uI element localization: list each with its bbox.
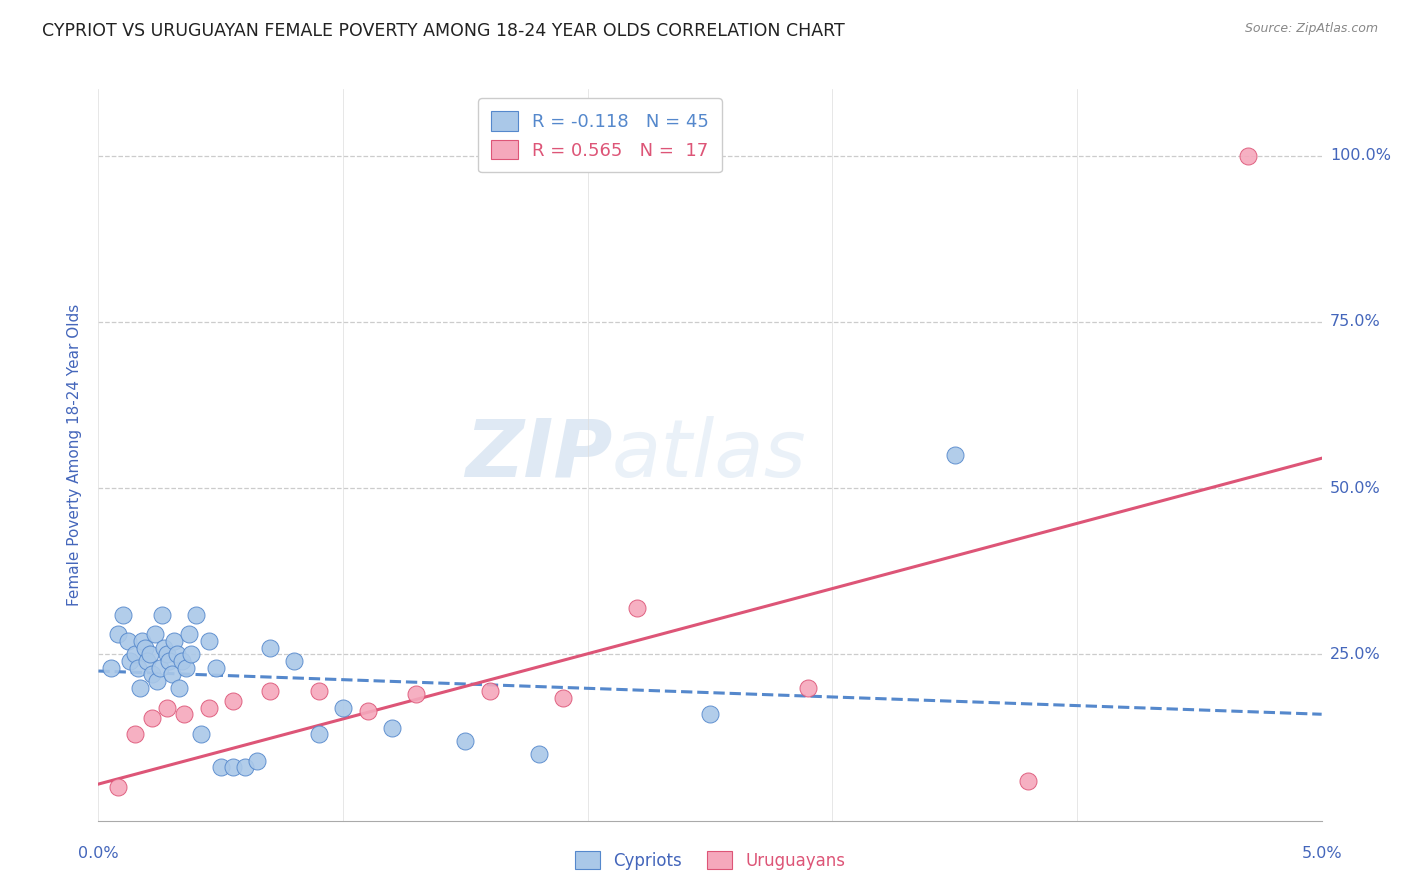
Point: [170, 654, 193, 668]
Text: ZIP: ZIP: [465, 416, 612, 494]
Point: [308, 727, 330, 741]
Text: 100.0%: 100.0%: [1330, 148, 1391, 163]
Point: [553, 690, 575, 705]
Point: [117, 634, 139, 648]
Point: [1237, 149, 1260, 163]
Point: [176, 661, 198, 675]
Text: 50.0%: 50.0%: [1330, 481, 1381, 496]
Point: [197, 700, 219, 714]
Point: [139, 648, 162, 662]
Point: [527, 747, 550, 761]
Point: [100, 661, 122, 675]
Point: [167, 681, 190, 695]
Point: [626, 600, 648, 615]
Point: [233, 760, 256, 774]
Point: [141, 710, 163, 724]
Point: [124, 727, 146, 741]
Point: [1017, 773, 1039, 788]
Text: 75.0%: 75.0%: [1330, 315, 1381, 329]
Point: [129, 681, 152, 695]
Point: [143, 627, 166, 641]
Point: [156, 648, 179, 662]
Point: [356, 704, 378, 718]
Point: [699, 707, 721, 722]
Point: [107, 627, 129, 641]
Point: [478, 684, 501, 698]
Point: [209, 760, 232, 774]
Point: [246, 754, 269, 768]
Text: 5.0%: 5.0%: [1302, 846, 1341, 861]
Point: [127, 661, 149, 675]
Point: [149, 661, 172, 675]
Point: [222, 760, 245, 774]
Point: [136, 654, 159, 668]
Point: [190, 727, 212, 741]
Text: Source: ZipAtlas.com: Source: ZipAtlas.com: [1244, 22, 1378, 36]
Text: atlas: atlas: [612, 416, 807, 494]
Point: [166, 648, 188, 662]
Point: [943, 448, 966, 462]
Legend: Cypriots, Uruguayans: Cypriots, Uruguayans: [567, 843, 853, 878]
Point: [124, 648, 146, 662]
Point: [197, 634, 219, 648]
Point: [283, 654, 305, 668]
Text: 25.0%: 25.0%: [1330, 647, 1381, 662]
Point: [141, 667, 163, 681]
Point: [405, 687, 427, 701]
Point: [308, 684, 330, 698]
Point: [150, 607, 173, 622]
Point: [157, 654, 180, 668]
Point: [163, 634, 186, 648]
Point: [131, 634, 153, 648]
Point: [146, 673, 169, 688]
Text: CYPRIOT VS URUGUAYAN FEMALE POVERTY AMONG 18-24 YEAR OLDS CORRELATION CHART: CYPRIOT VS URUGUAYAN FEMALE POVERTY AMON…: [42, 22, 845, 40]
Point: [186, 607, 208, 622]
Text: 0.0%: 0.0%: [79, 846, 118, 861]
Point: [797, 681, 820, 695]
Point: [156, 700, 179, 714]
Point: [160, 667, 183, 681]
Point: [205, 661, 228, 675]
Point: [332, 700, 354, 714]
Y-axis label: Female Poverty Among 18-24 Year Olds: Female Poverty Among 18-24 Year Olds: [67, 304, 83, 606]
Point: [134, 640, 156, 655]
Point: [111, 607, 134, 622]
Point: [381, 721, 404, 735]
Point: [107, 780, 129, 795]
Point: [259, 640, 281, 655]
Point: [180, 648, 202, 662]
Point: [120, 654, 142, 668]
Point: [177, 627, 200, 641]
Point: [173, 707, 195, 722]
Point: [153, 640, 176, 655]
Point: [259, 684, 281, 698]
Point: [454, 734, 477, 748]
Point: [222, 694, 245, 708]
